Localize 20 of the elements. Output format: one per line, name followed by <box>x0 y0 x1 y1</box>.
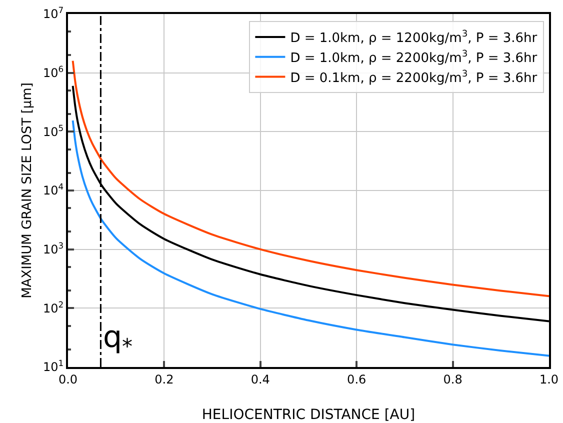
y-axis-title: MAXIMUM GRAIN SIZE LOST [μm] <box>20 82 35 298</box>
y-tick-label: 10$^{1}$ <box>42 358 64 374</box>
y-tick-label: 10$^{5}$ <box>42 122 64 139</box>
y-tick-label: 10$^{3}$ <box>42 240 64 257</box>
legend-label: D = 1.0km, ρ = 2200kg/m$^{3}$, P = 3.6hr <box>290 50 538 66</box>
x-tick-label: 0.4 <box>250 372 270 386</box>
y-tick-label: 10$^{7}$ <box>42 5 64 22</box>
y-tick-label: 10$^{2}$ <box>42 299 64 316</box>
y-tick-label: 10$^{4}$ <box>42 182 64 198</box>
legend-label: D = 1.0km, ρ = 1200kg/m$^{3}$, P = 3.6hr <box>290 30 538 46</box>
x-tick-label: 0.8 <box>443 372 462 386</box>
x-axis-title: HELIOCENTRIC DISTANCE [AU] <box>202 407 416 423</box>
x-tick-label: 0.6 <box>347 372 366 386</box>
line-series <box>72 119 549 357</box>
ref-line-label: q$_{*}$ <box>103 320 133 358</box>
x-tick-label: 1.0 <box>539 372 559 386</box>
y-tick-label: 10$^{6}$ <box>42 64 64 80</box>
legend-label: D = 0.1km, ρ = 2200kg/m$^{3}$, P = 3.6hr <box>290 69 538 86</box>
x-tick-label: 0.2 <box>154 372 174 386</box>
x-tick-label: 0.0 <box>58 372 78 386</box>
